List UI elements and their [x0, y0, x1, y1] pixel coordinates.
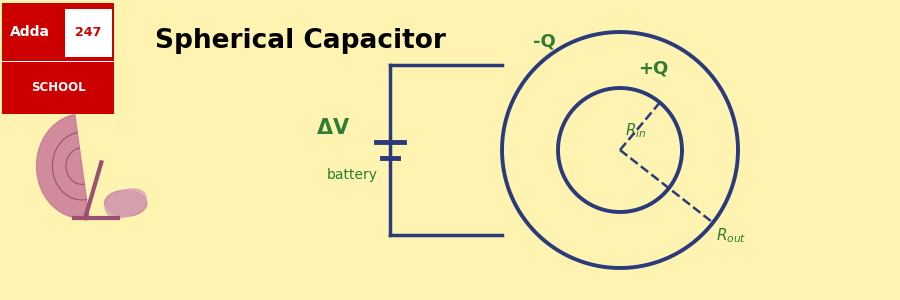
Polygon shape — [37, 115, 89, 218]
FancyBboxPatch shape — [2, 62, 114, 114]
Polygon shape — [104, 190, 147, 216]
Text: Adda: Adda — [10, 25, 49, 39]
Text: $R_{in}$: $R_{in}$ — [625, 121, 646, 140]
Text: $\mathbf{\Delta V}$: $\mathbf{\Delta V}$ — [316, 118, 350, 138]
FancyBboxPatch shape — [65, 8, 112, 57]
Text: +Q: +Q — [638, 60, 668, 78]
FancyBboxPatch shape — [2, 3, 114, 114]
Text: -Q: -Q — [533, 33, 555, 51]
FancyBboxPatch shape — [2, 3, 114, 61]
Text: Spherical Capacitor: Spherical Capacitor — [155, 28, 446, 54]
Text: 247: 247 — [76, 26, 102, 40]
Text: $R_{out}$: $R_{out}$ — [716, 226, 746, 245]
Text: SCHOOL: SCHOOL — [31, 81, 86, 94]
Text: battery: battery — [327, 168, 378, 182]
Polygon shape — [105, 189, 146, 218]
